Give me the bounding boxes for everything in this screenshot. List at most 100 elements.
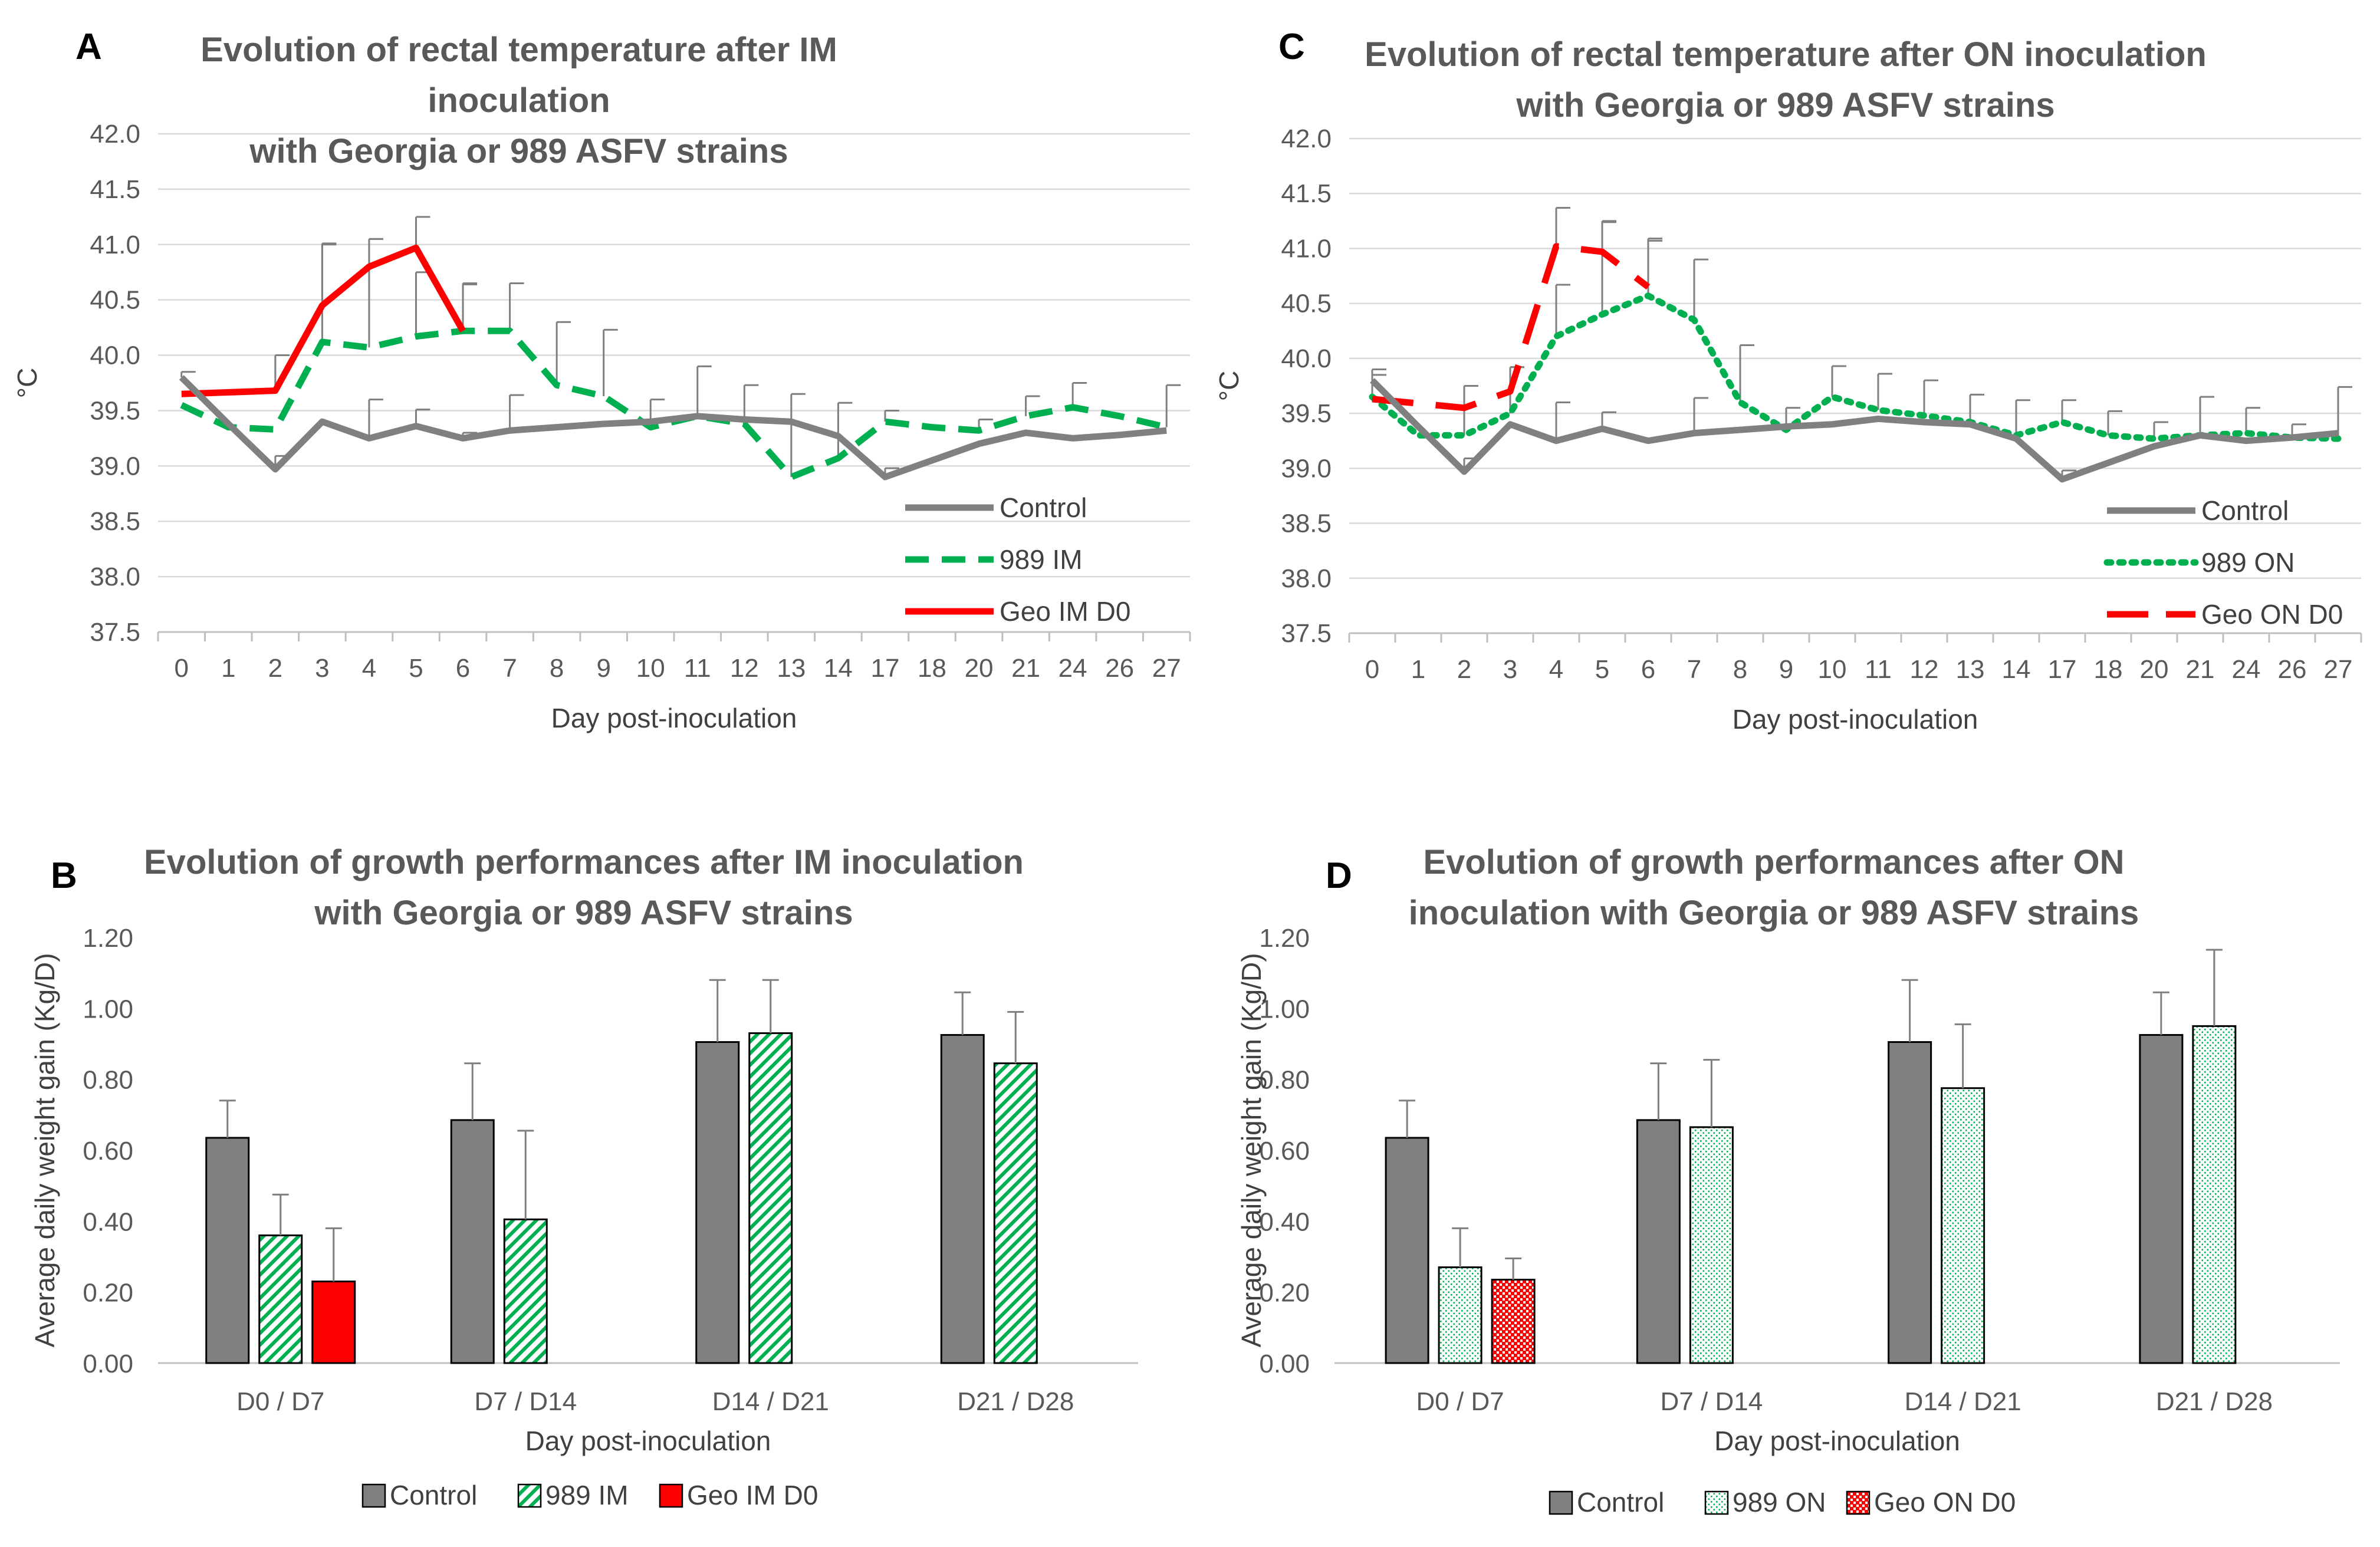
legend-label: Control — [2201, 495, 2289, 526]
bar-geo-on-d0 — [1491, 1279, 1536, 1364]
y-tick-label: 0.20 — [83, 1279, 133, 1308]
y-tick-label: 0.00 — [1259, 1349, 1310, 1378]
chart-title: Evolution of rectal temperature after ON… — [1326, 29, 2246, 131]
legend-label: Control — [1000, 492, 1087, 523]
y-tick-label: 0.40 — [83, 1207, 133, 1236]
y-tick-label: 1.20 — [1259, 924, 1310, 953]
x-tick-label: 7 — [502, 654, 517, 683]
x-tick-label: 2 — [268, 654, 282, 683]
bar-989-im — [993, 1062, 1038, 1364]
x-tick-label: 24 — [2232, 655, 2261, 684]
y-tick-label: 0.00 — [83, 1349, 133, 1378]
y-tick-label: 1.00 — [1259, 995, 1310, 1023]
bar-chart-b: 0.00 0.20 0.40 0.60 0.80 1.00 1.20 D0 / D7 D7 / … — [29, 924, 1138, 1510]
legend-label: Geo ON D0 — [2201, 599, 2343, 630]
y-tick-label: 0.20 — [1259, 1279, 1310, 1308]
x-tick-label: D14 / D21 — [1905, 1387, 2021, 1416]
x-tick-label: 0 — [1365, 655, 1379, 684]
y-tick-label: 39.5 — [90, 396, 140, 425]
bar-geo-im-d0 — [311, 1281, 356, 1364]
x-tick-label: 14 — [824, 654, 853, 683]
legend-swatch — [1846, 1490, 1871, 1515]
y-tick-label: 37.5 — [90, 618, 140, 647]
line-chart-a: 37.5 38.0 38.5 39.0 39.5 40.0 40.5 41.0 41.5 42.0… — [12, 120, 1191, 733]
y-tick-label: 41.5 — [1281, 179, 1332, 208]
x-tick-label: D7 / D14 — [1661, 1387, 1763, 1416]
chart-title-line1: Evolution of rectal temperature after ON… — [1365, 35, 2207, 74]
y-axis-label: °C — [12, 368, 42, 399]
legend-label: Control — [390, 1480, 477, 1510]
x-tick-label: 12 — [730, 654, 759, 683]
y-tick-label: 0.40 — [1259, 1207, 1310, 1236]
x-tick-label: 17 — [870, 654, 899, 683]
x-tick-label: 11 — [684, 654, 711, 683]
chart-title-line2: with Georgia or 989 ASFV strains — [1516, 86, 2055, 124]
legend-label: Geo ON D0 — [1874, 1487, 2016, 1518]
y-tick-label: 40.5 — [1281, 289, 1332, 318]
bar-control — [1636, 1119, 1681, 1364]
legend-swatch — [1549, 1490, 1573, 1515]
x-tick-label: D0 / D7 — [1416, 1387, 1504, 1416]
y-tick-label: 1.00 — [83, 995, 133, 1023]
y-tick-label: 0.80 — [1259, 1066, 1310, 1095]
x-tick-label: 8 — [1733, 655, 1747, 684]
bar-989-im — [748, 1032, 793, 1364]
legend-label: Geo IM D0 — [687, 1480, 818, 1510]
legend-swatch — [361, 1483, 386, 1508]
chart-title: Evolution of rectal temperature after IM… — [118, 25, 920, 177]
x-axis-label: Day post-inoculation — [525, 1426, 771, 1456]
panel-b: B Evolution of growth performances after… — [0, 774, 1190, 1547]
bar-989-on — [1941, 1087, 1985, 1364]
x-tick-label: 1 — [221, 654, 235, 683]
series-line-control — [179, 375, 1167, 480]
chart-title-line2: with Georgia or 989 ASFV strains — [249, 132, 788, 170]
y-tick-label: 38.0 — [1281, 564, 1332, 593]
legend-label: 989 IM — [1000, 544, 1083, 575]
legend-label: 989 IM — [545, 1480, 629, 1510]
x-tick-label: 8 — [550, 654, 564, 683]
legend-swatch — [659, 1483, 683, 1508]
chart-title-line1: Evolution of growth performances after I… — [144, 843, 1024, 881]
legend-label: Geo IM D0 — [1000, 596, 1130, 627]
y-tick-label: 0.60 — [83, 1137, 133, 1166]
x-tick-label: 17 — [2048, 655, 2077, 684]
bar-989-im — [258, 1234, 303, 1364]
y-tick-label: 40.0 — [1281, 344, 1332, 373]
x-axis-label: Day post-inoculation — [551, 703, 797, 733]
x-tick-label: 9 — [1779, 655, 1793, 684]
y-tick-label: 39.0 — [90, 452, 140, 480]
bar-chart-d: 0.00 0.20 0.40 0.60 0.80 1.00 1.20 D0 / D7 D7 / … — [1236, 924, 2340, 1518]
panel-label: D — [1326, 855, 1352, 896]
chart-title-line2: inoculation with Georgia or 989 ASFV str… — [1408, 894, 2139, 932]
bar-989-on — [2192, 1025, 2237, 1364]
x-tick-label: 18 — [918, 654, 946, 683]
x-tick-label: 6 — [456, 654, 470, 683]
legend-swatch — [517, 1483, 542, 1508]
y-tick-label: 37.5 — [1281, 619, 1332, 648]
bar-control — [205, 1137, 250, 1364]
x-tick-label: D0 / D7 — [236, 1387, 324, 1416]
x-axis-label: Day post-inoculation — [1733, 704, 1978, 735]
x-tick-label: 20 — [2140, 655, 2169, 684]
series-line-989-on — [1369, 292, 2342, 442]
y-tick-label: 41.5 — [90, 175, 140, 204]
x-tick-label: 27 — [2324, 655, 2353, 684]
y-tick-label: 1.20 — [83, 924, 133, 953]
y-tick-label: 38.5 — [1281, 509, 1332, 538]
x-tick-label: 11 — [1865, 655, 1892, 684]
bar-control — [695, 1041, 740, 1364]
x-tick-label: 24 — [1058, 654, 1087, 683]
x-tick-label: D21 / D28 — [2156, 1387, 2273, 1416]
bar-control — [2139, 1033, 2184, 1364]
x-tick-label: 18 — [2094, 655, 2123, 684]
x-tick-label: D14 / D21 — [712, 1387, 829, 1416]
series-line-geo-im-d0 — [181, 244, 466, 397]
panel-d: D Evolution of growth performances after… — [1190, 774, 2380, 1547]
chart-title-line1: Evolution of rectal temperature after IM… — [200, 31, 837, 120]
x-tick-label: 10 — [1818, 655, 1847, 684]
x-tick-label: 12 — [1910, 655, 1939, 684]
series-line-control — [1370, 378, 2339, 483]
y-tick-label: 0.80 — [83, 1066, 133, 1095]
chart-title: Evolution of growth performances after O… — [1296, 837, 2251, 939]
x-tick-label: 13 — [1956, 655, 1985, 684]
